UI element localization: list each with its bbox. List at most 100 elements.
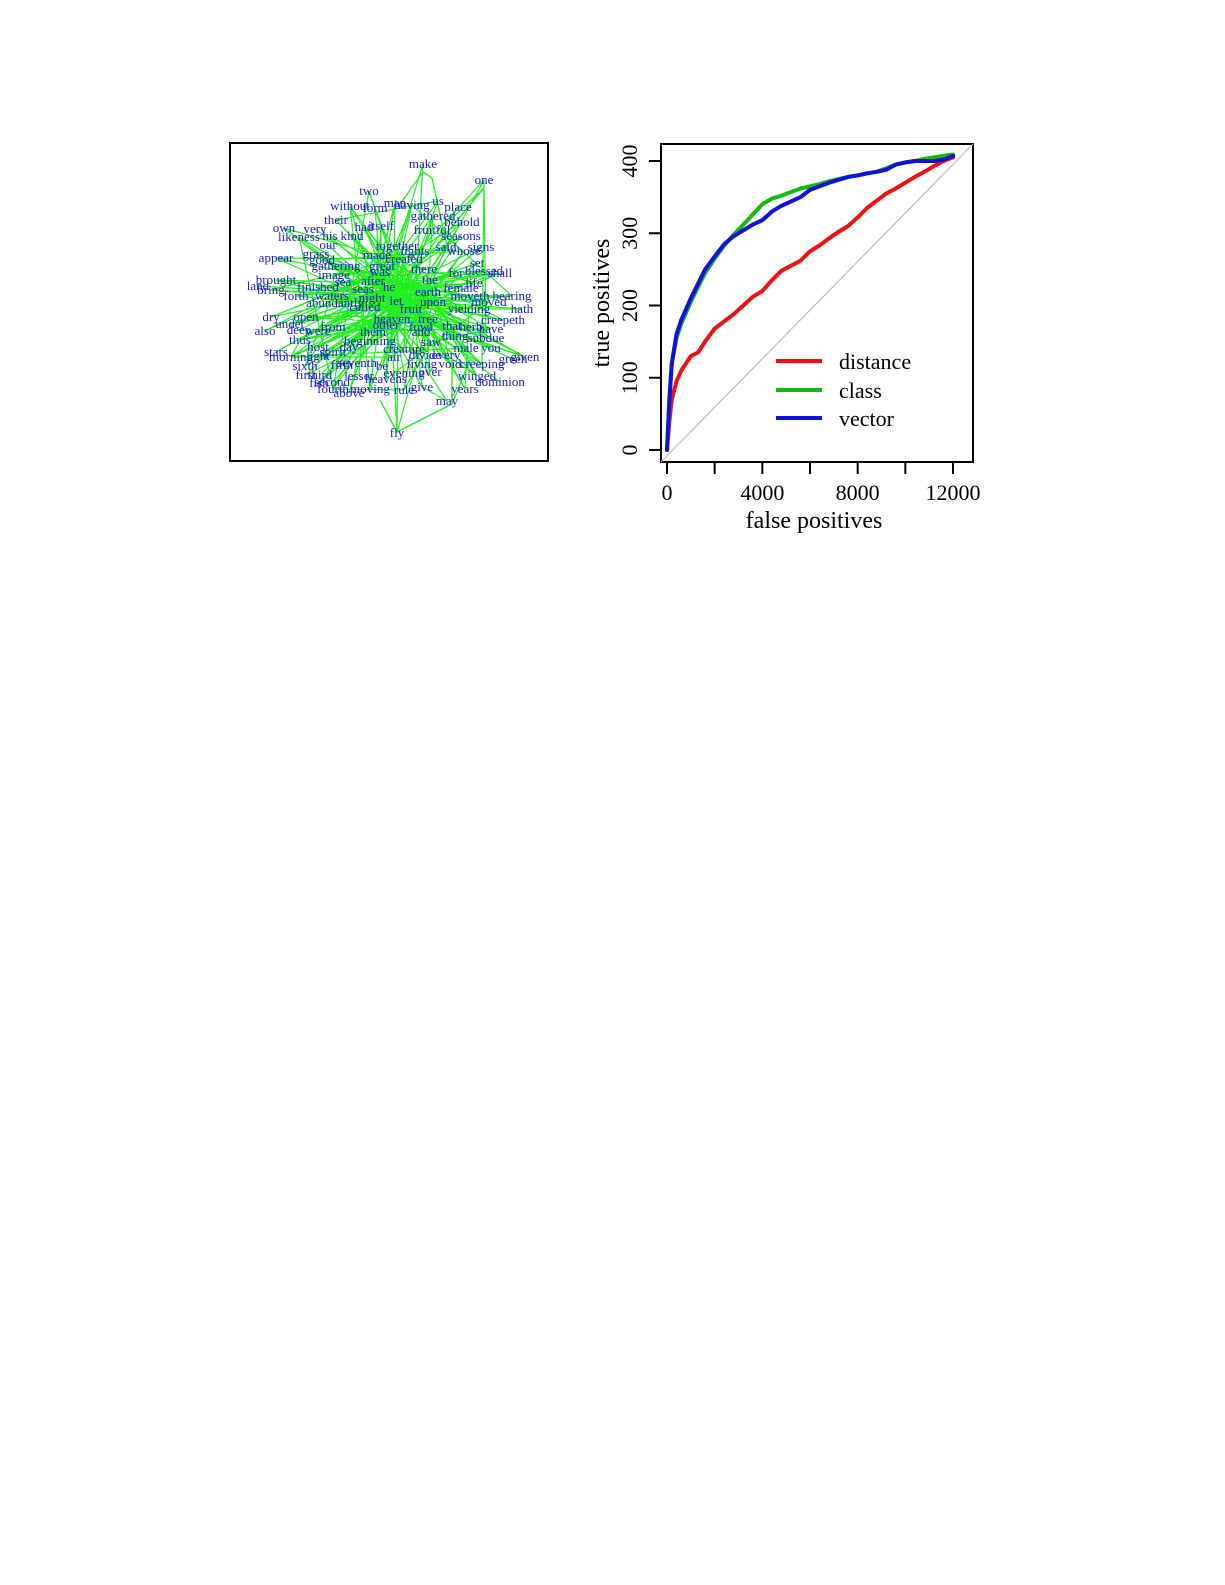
network-node-label: for — [448, 265, 464, 280]
network-edge — [364, 291, 483, 365]
network-node-label: tree — [418, 311, 438, 326]
network-node-label: great — [369, 258, 395, 273]
network-node-label: lights — [401, 243, 430, 258]
network-node-label: grass — [303, 246, 330, 261]
network-edge — [290, 305, 389, 358]
network-edge — [396, 301, 434, 434]
network-node-label: open — [293, 309, 319, 324]
network-edge — [275, 257, 471, 297]
figure: make one two man us having place without form gat… — [0, 0, 1225, 600]
network-node-label: saw — [421, 334, 442, 349]
network-edge — [334, 289, 381, 304]
network-node-label: finished — [297, 279, 339, 294]
diagonal-reference-line — [660, 143, 974, 463]
network-edge — [431, 215, 434, 231]
network-node-label: own — [273, 220, 296, 235]
y-tick-label: 300 — [617, 217, 642, 250]
network-node-label: the — [422, 272, 438, 287]
network-edge — [385, 307, 448, 402]
network-node-label: thus — [289, 332, 311, 347]
network-node-label: called — [349, 299, 381, 314]
network-node-label: created — [385, 251, 423, 266]
network-edge — [429, 270, 485, 281]
network-node-label: seas — [352, 281, 374, 296]
network-node-label: spirit — [320, 344, 347, 359]
network-node-label: heaven — [374, 311, 411, 326]
network-node-label: years — [451, 381, 478, 396]
network-node-label: air — [387, 349, 401, 364]
network-node-label: living — [407, 356, 438, 371]
network-node-label: subdue — [468, 330, 505, 345]
network-node-label: stars — [264, 344, 288, 359]
network-node-label: seasons — [441, 228, 481, 243]
network-edge — [332, 280, 414, 390]
network-node-label: first — [296, 367, 317, 382]
network-edge — [445, 354, 478, 377]
network-node-label: let — [390, 293, 403, 308]
network-node-label: moved — [471, 294, 507, 309]
network-edge — [290, 309, 400, 358]
network-edge — [385, 296, 390, 380]
roc-chart: 0 4000 8000 12000 0 100 200 300 400 false posit… — [589, 143, 981, 534]
network-node-label: third — [308, 367, 333, 382]
network-node-label: that — [442, 318, 462, 333]
network-node-label: itself — [368, 218, 395, 233]
network-node-label: dominion — [475, 374, 525, 389]
network-edge — [283, 227, 475, 284]
network-edge — [411, 284, 490, 303]
y-tick-label: 200 — [617, 289, 642, 322]
network-node-label: second — [314, 374, 351, 389]
network-node-label: dry — [262, 309, 280, 324]
series-line-distance — [665, 155, 955, 452]
network-edge — [289, 282, 406, 325]
network-edge — [375, 200, 439, 286]
x-axis: 0 4000 8000 12000 — [662, 462, 981, 505]
network-node-label: place — [444, 199, 472, 214]
network-node-label: green — [499, 351, 528, 366]
network-node-label: sixth — [292, 358, 318, 373]
network-edge — [449, 187, 485, 221]
network-node-label: us — [432, 193, 444, 208]
network-node-label: gathered — [411, 208, 456, 223]
network-node-label: fruit — [400, 301, 423, 316]
network-edge — [421, 386, 448, 402]
network-edge — [305, 328, 398, 376]
network-edge — [411, 204, 513, 297]
x-tick-label: 0 — [662, 480, 673, 505]
network-node-label: from — [320, 319, 345, 334]
network-node-label: heavens — [365, 371, 407, 386]
network-node-label: together — [376, 238, 419, 253]
legend-label-vector: vector — [839, 406, 895, 431]
network-node-label: also — [255, 323, 276, 338]
network-edge — [379, 399, 398, 433]
x-axis-label: false positives — [746, 508, 883, 534]
network-node-label: good — [309, 252, 336, 267]
network-node-label: said — [436, 239, 457, 254]
network-edge — [367, 270, 485, 278]
x-tick-label: 8000 — [836, 480, 880, 505]
network-node-label: over — [418, 364, 442, 379]
network-node-label: appear — [259, 250, 294, 265]
network-node-label: divide — [409, 347, 442, 362]
network-node-label: thing — [442, 328, 469, 343]
network-edge — [396, 403, 453, 433]
network-node-label: fowl — [409, 319, 433, 334]
network-edge — [374, 221, 463, 278]
network-edge — [436, 187, 485, 246]
y-tick-label: 100 — [617, 361, 642, 394]
network-node-label: night — [359, 290, 386, 305]
network-node-label: other — [373, 317, 400, 332]
series-line-vector — [665, 153, 955, 452]
network-edge — [385, 215, 434, 281]
network-node-label: creature — [383, 341, 425, 356]
network-node-label: forth — [283, 288, 309, 303]
network-edge — [348, 286, 387, 394]
network-edge — [408, 282, 492, 330]
network-edge — [349, 205, 371, 390]
network-node-label: morning — [269, 349, 314, 364]
network-node-label: them — [360, 324, 386, 339]
network-node-label: seventh — [337, 355, 377, 370]
network-node-label: blessed — [465, 263, 504, 278]
network-node-label: upon — [420, 294, 447, 309]
